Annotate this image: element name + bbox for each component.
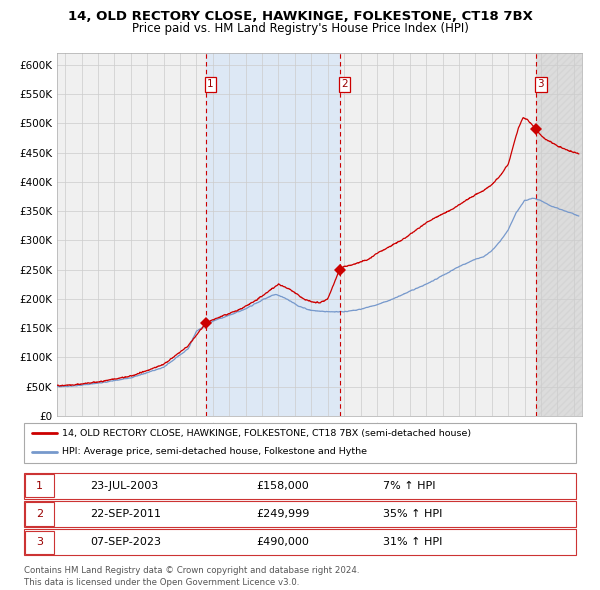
Text: 22-SEP-2011: 22-SEP-2011 (90, 509, 161, 519)
Text: 23-JUL-2003: 23-JUL-2003 (90, 481, 158, 490)
Text: 14, OLD RECTORY CLOSE, HAWKINGE, FOLKESTONE, CT18 7BX (semi-detached house): 14, OLD RECTORY CLOSE, HAWKINGE, FOLKEST… (62, 428, 470, 438)
Text: 14, OLD RECTORY CLOSE, HAWKINGE, FOLKESTONE, CT18 7BX: 14, OLD RECTORY CLOSE, HAWKINGE, FOLKEST… (68, 10, 532, 23)
FancyBboxPatch shape (25, 530, 54, 554)
Bar (536, 53, 582, 416)
Text: £249,999: £249,999 (256, 509, 309, 519)
FancyBboxPatch shape (24, 473, 576, 499)
Text: 3: 3 (36, 537, 43, 547)
Text: 35% ↑ HPI: 35% ↑ HPI (383, 509, 442, 519)
FancyBboxPatch shape (24, 423, 576, 463)
Text: 1: 1 (36, 481, 43, 490)
FancyBboxPatch shape (24, 501, 576, 527)
Bar (206, 53, 340, 416)
Text: 2: 2 (36, 509, 43, 519)
Text: 7% ↑ HPI: 7% ↑ HPI (383, 481, 436, 490)
Text: 31% ↑ HPI: 31% ↑ HPI (383, 537, 442, 547)
FancyBboxPatch shape (25, 502, 54, 526)
FancyBboxPatch shape (25, 474, 54, 497)
Text: HPI: Average price, semi-detached house, Folkestone and Hythe: HPI: Average price, semi-detached house,… (62, 447, 367, 457)
Text: 2: 2 (341, 80, 348, 90)
Text: 3: 3 (538, 80, 544, 90)
Text: 07-SEP-2023: 07-SEP-2023 (90, 537, 161, 547)
Text: £490,000: £490,000 (256, 537, 309, 547)
Text: £158,000: £158,000 (256, 481, 308, 490)
Text: Contains HM Land Registry data © Crown copyright and database right 2024.
This d: Contains HM Land Registry data © Crown c… (24, 566, 359, 587)
FancyBboxPatch shape (24, 529, 576, 555)
Text: 1: 1 (207, 80, 214, 90)
Text: Price paid vs. HM Land Registry's House Price Index (HPI): Price paid vs. HM Land Registry's House … (131, 22, 469, 35)
